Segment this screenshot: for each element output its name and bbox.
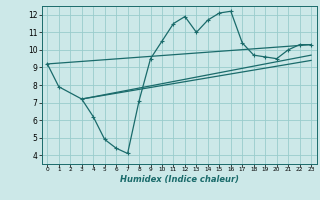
X-axis label: Humidex (Indice chaleur): Humidex (Indice chaleur) [120,175,239,184]
